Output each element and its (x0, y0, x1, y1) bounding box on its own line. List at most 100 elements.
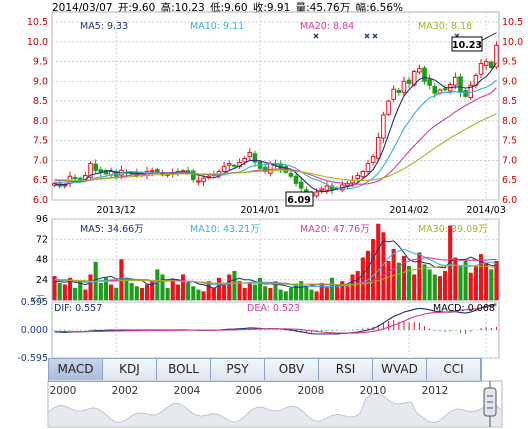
volume-bar (437, 276, 442, 301)
candle-body (432, 85, 438, 94)
price-tick-right: 10.5 (502, 17, 523, 28)
volume-ma5-line (54, 240, 497, 289)
volume-legend-ma30: MA30: 39.09万 (418, 224, 488, 235)
volume-bar (376, 223, 381, 301)
x-tick-label: 2014/02 (389, 205, 428, 216)
tab-kdj[interactable]: KDJ (103, 359, 157, 380)
volume-tick-label: 24 (36, 275, 48, 286)
macd-dea-line (54, 304, 497, 334)
candle-body (88, 163, 93, 178)
candle-body (293, 175, 299, 184)
volume-bar (288, 287, 293, 301)
price-tick-left: 9.5 (33, 57, 48, 68)
macd-legend-macd: MACD: 0.068 (433, 303, 495, 314)
candle-body (201, 177, 206, 183)
volume-bar (114, 287, 119, 301)
volume-bar (412, 274, 417, 301)
high-callout-box (451, 36, 483, 52)
volume-bar (417, 252, 422, 301)
volume-bar (211, 287, 216, 301)
candle-body (324, 185, 330, 191)
volume-bar (458, 266, 463, 301)
price-tick-right: 8.5 (502, 96, 517, 107)
volume-bar (155, 269, 160, 301)
x-tick-label: 2014/03 (466, 205, 505, 216)
volume-bar (335, 284, 340, 301)
volume-bar (227, 274, 232, 301)
timeline-year-label: 2004 (174, 385, 201, 397)
volume-bar (422, 264, 427, 301)
volume-bar (160, 274, 165, 301)
candle-body (226, 163, 232, 166)
quote-header: 2014/03/07 开:9.60 高:10.23 低:9.60 收:9.91 … (52, 0, 405, 15)
volume-bar (345, 286, 350, 301)
volume-bar (283, 291, 288, 301)
price-tick-right: 6.5 (502, 175, 517, 186)
event-marker-icon (364, 33, 370, 39)
volume-bar (350, 274, 355, 301)
volume-bar (109, 284, 114, 301)
volume-bar (489, 269, 494, 301)
price-legend-ma10: MA10: 9.11 (190, 21, 244, 32)
candle-body (355, 174, 361, 179)
candle-body (93, 163, 98, 171)
candle-body (252, 153, 258, 163)
volume-bar (201, 291, 206, 301)
volume-bar (443, 271, 448, 301)
tab-obv[interactable]: OBV (265, 359, 319, 380)
volume-ma10-line (54, 248, 497, 287)
high-callout-label: 10.23 (452, 40, 482, 51)
candle-body (232, 164, 237, 167)
candle-body (190, 170, 196, 180)
tab-macd[interactable]: MACD (49, 359, 103, 380)
candle-body (391, 88, 396, 100)
volume-bar (258, 277, 263, 301)
volume-tick-label: 72 (36, 234, 48, 245)
volume-bar (124, 279, 129, 301)
candle-body (242, 157, 247, 163)
indicator-tabs: MACD KDJ BOLL PSY OBV RSI WVAD CCI (48, 358, 482, 382)
timeline-year-label: 2010 (360, 385, 387, 397)
candle-body (155, 169, 160, 173)
volume-ma30-line (54, 264, 497, 286)
price-tick-right: 7.0 (502, 155, 517, 166)
volume-bar (309, 289, 314, 301)
volume-bar (427, 269, 432, 301)
tab-cci[interactable]: CCI (427, 359, 481, 380)
candle-body (386, 100, 391, 115)
tab-psy[interactable]: PSY (211, 359, 265, 380)
volume-bar (494, 260, 499, 301)
volume-bar (304, 286, 309, 301)
tab-boll[interactable]: BOLL (157, 359, 211, 380)
timeline-year-label: 2008 (298, 385, 325, 397)
volume-bar (273, 281, 278, 301)
volume-bar (216, 277, 222, 301)
volume-tick-label: 96 (36, 214, 48, 225)
volume-bar (478, 254, 484, 301)
tab-rsi[interactable]: RSI (319, 359, 373, 380)
volume-bar (180, 274, 186, 301)
volume-bar (206, 281, 211, 301)
volume-bar (175, 284, 180, 301)
volume-bar (468, 272, 473, 301)
candle-body (453, 76, 458, 86)
volume-bar (319, 282, 324, 301)
candle-body (298, 181, 304, 189)
volume-ma20-line (54, 257, 497, 286)
price-legend-ma5: MA5: 9.33 (80, 21, 128, 32)
candle-body (268, 163, 273, 174)
volume-legend-ma20: MA20: 47.76万 (300, 224, 370, 235)
volume-bar (196, 289, 201, 301)
navigator-area (47, 392, 503, 428)
volume-bar (170, 279, 175, 301)
timeline-year-label: 2000 (50, 385, 77, 397)
candle-body (417, 68, 422, 73)
event-marker-icon (372, 33, 378, 39)
timeline-year-label: 2012 (422, 385, 449, 397)
volume-bar (396, 262, 401, 301)
candle-body (360, 171, 366, 178)
volume-bar (401, 255, 406, 301)
tab-wvad[interactable]: WVAD (373, 359, 427, 380)
quote-close: 收:9.91 (252, 2, 291, 14)
candle-body (221, 165, 227, 173)
